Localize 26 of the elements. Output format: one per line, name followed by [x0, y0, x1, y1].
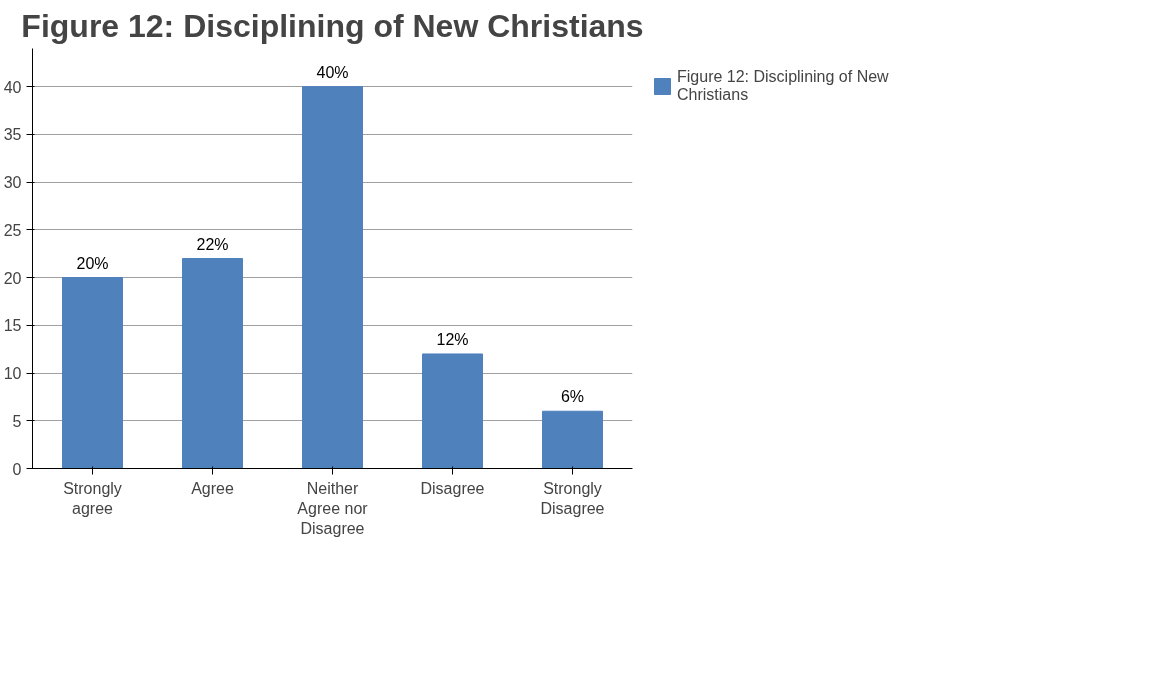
x-tick-label: Strongly agree [63, 479, 122, 517]
bar [542, 410, 603, 469]
legend-label: Figure 12: Disciplining of New Christians [677, 68, 889, 104]
y-tick-label: 35 [3, 126, 22, 144]
y-tick-label: 0 [12, 460, 22, 478]
y-tick-label: 40 [3, 78, 22, 96]
x-tick-label: Strongly Disagree [540, 479, 605, 517]
y-tick-label: 10 [3, 365, 22, 383]
x-tick-label: Neither Agree nor Disagree [297, 479, 369, 538]
y-tick-label: 20 [3, 269, 22, 287]
y-tick-label: 30 [3, 174, 22, 192]
data-label: 20% [76, 254, 109, 272]
bar [62, 277, 123, 469]
chart-title: Figure 12: Disciplining of New Christians [21, 7, 644, 44]
x-tick-label: Agree [191, 479, 234, 497]
y-tick-label: 5 [12, 412, 22, 430]
y-tick-label: 25 [3, 221, 22, 239]
x-tick-label: Disagree [420, 479, 485, 497]
bar [302, 86, 363, 469]
data-label: 6% [560, 388, 585, 406]
data-label: 22% [196, 235, 229, 253]
y-tick-label: 15 [3, 317, 22, 335]
data-label: 12% [436, 330, 469, 348]
bar [182, 258, 243, 469]
data-label: 40% [316, 63, 349, 81]
bar [422, 353, 483, 469]
